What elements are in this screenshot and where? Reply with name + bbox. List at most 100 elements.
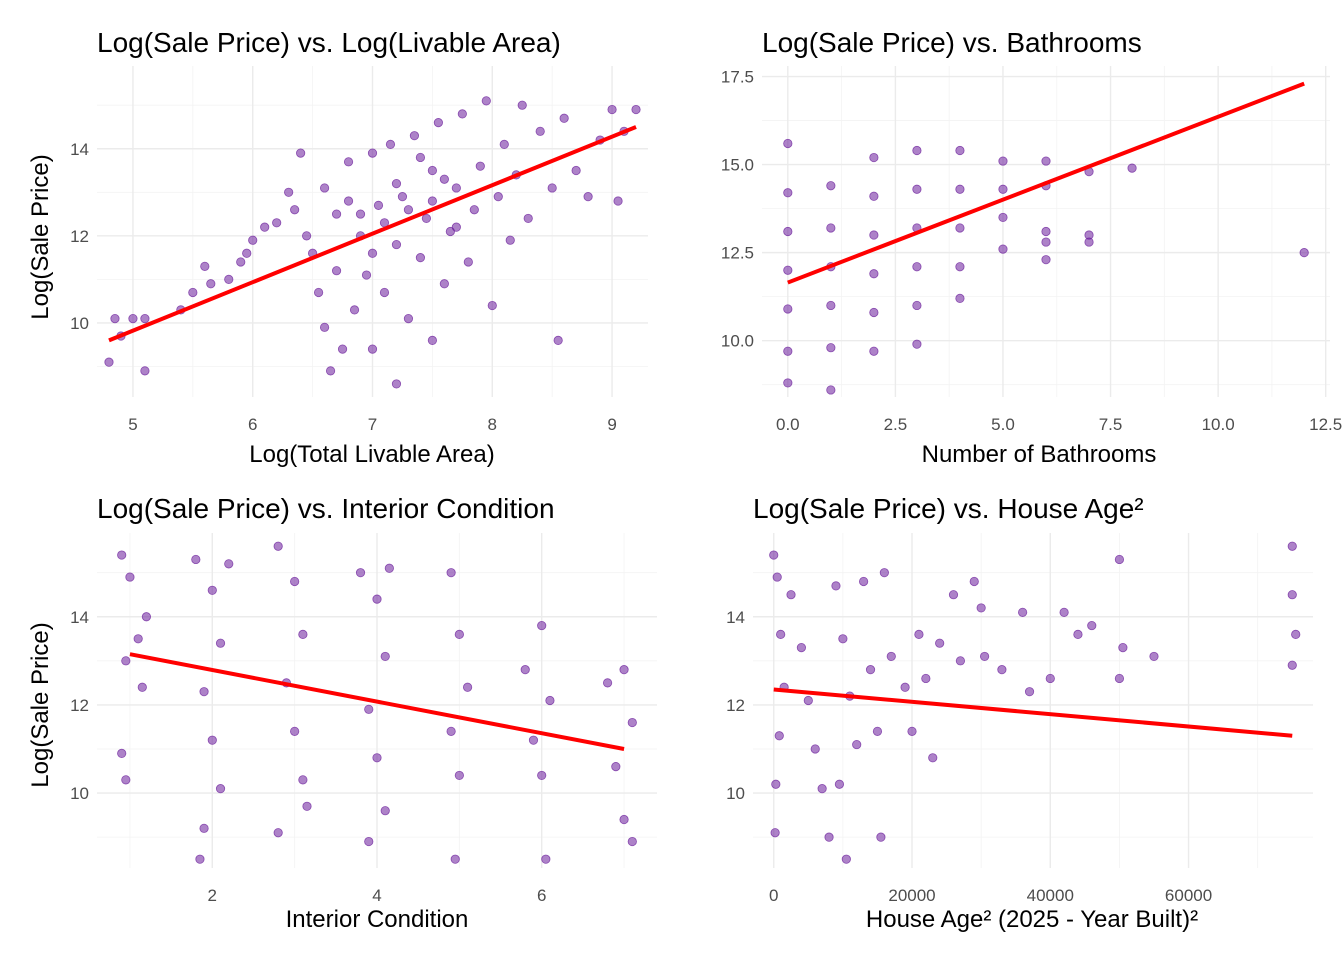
data-point [380, 806, 390, 816]
data-point [869, 307, 879, 318]
data-point [499, 139, 509, 149]
data-point [446, 726, 456, 736]
x-tick-label: 6 [537, 886, 546, 905]
data-point [343, 157, 354, 167]
panel-interior-condition: Log(Sale Price) vs. Interior Condition I… [27, 493, 657, 933]
data-point [427, 165, 437, 176]
data-point [998, 156, 1008, 166]
data-point [372, 753, 382, 763]
data-point [948, 590, 959, 600]
data-point [826, 343, 836, 353]
data-point [912, 300, 922, 311]
data-point [199, 823, 209, 833]
x-tick-label: 2 [208, 886, 217, 905]
data-point [998, 212, 1008, 223]
data-point [980, 651, 990, 662]
y-tick-label: 10 [726, 784, 745, 803]
data-point [349, 305, 360, 315]
data-point [454, 770, 464, 781]
data-point [298, 629, 308, 639]
data-point [367, 148, 378, 158]
data-point [602, 678, 613, 688]
x-tick-label: 7 [368, 415, 377, 434]
data-point [912, 184, 922, 194]
data-point [772, 572, 782, 582]
data-point [1045, 673, 1055, 684]
data-point [493, 192, 503, 202]
data-point [774, 731, 784, 741]
data-point [769, 550, 779, 560]
data-point [955, 293, 965, 304]
data-point [613, 196, 623, 206]
data-point [869, 152, 879, 163]
data-point [1059, 607, 1069, 617]
data-point [433, 118, 443, 128]
data-point [826, 223, 836, 233]
data-point [450, 854, 460, 864]
data-point [517, 100, 527, 110]
data-point [140, 314, 150, 324]
data-point [976, 603, 986, 613]
panel-bathrooms: Log(Sale Price) vs. Bathrooms Number of … [721, 27, 1342, 468]
data-point [409, 131, 420, 141]
data-point [415, 152, 426, 163]
data-point [385, 139, 396, 149]
data-point [104, 357, 114, 367]
plot-area-area: 5 6 7 8 9 10 12 14 [70, 66, 648, 434]
data-point [372, 594, 382, 604]
data-point [783, 304, 793, 314]
data-point [838, 634, 848, 644]
data-point [998, 244, 1008, 254]
data-point [619, 665, 629, 675]
x-tick-label: 7.5 [1099, 415, 1123, 434]
data-point [627, 836, 637, 847]
data-point [627, 717, 637, 728]
data-point [796, 643, 806, 653]
data-point [403, 314, 414, 324]
data-point [817, 784, 827, 794]
data-point [1041, 156, 1051, 166]
data-point [140, 366, 150, 376]
data-point [207, 735, 217, 745]
x-tick-label: 0.0 [776, 415, 800, 434]
data-point [110, 314, 120, 324]
panel-house-age: Log(Sale Price) vs. House Age² House Age… [726, 493, 1313, 933]
data-point [391, 239, 402, 250]
data-point [379, 287, 390, 298]
data-point [427, 335, 437, 345]
x-tick-label: 5.0 [991, 415, 1015, 434]
data-point [1041, 237, 1051, 247]
data-point [1041, 226, 1051, 237]
data-point [331, 209, 342, 219]
y-tick-label: 10 [70, 314, 89, 333]
y-axis-title-area: Log(Sale Price) [27, 154, 54, 319]
data-point [583, 192, 593, 202]
data-point [188, 287, 198, 298]
data-point [619, 814, 629, 825]
data-point [1287, 541, 1297, 551]
data-point [1287, 590, 1297, 600]
data-point [869, 230, 879, 240]
data-point [260, 222, 270, 232]
y-tick-label: 14 [726, 608, 745, 627]
data-point [1299, 248, 1309, 258]
data-point [545, 695, 555, 706]
data-point [826, 385, 836, 395]
data-point [872, 726, 883, 736]
fit-line [787, 81, 1305, 285]
x-tick-label: 10.0 [1202, 415, 1235, 434]
data-point [117, 550, 127, 560]
data-point [302, 231, 312, 241]
data-point [200, 261, 210, 271]
y-tick-label: 14 [70, 140, 89, 159]
data-point [611, 762, 621, 772]
data-point [343, 196, 354, 206]
data-point [955, 262, 965, 272]
data-point [451, 222, 461, 232]
data-point [337, 344, 348, 354]
data-point [195, 854, 205, 864]
data-point [319, 183, 330, 193]
data-point [272, 218, 282, 228]
data-point [248, 235, 258, 245]
